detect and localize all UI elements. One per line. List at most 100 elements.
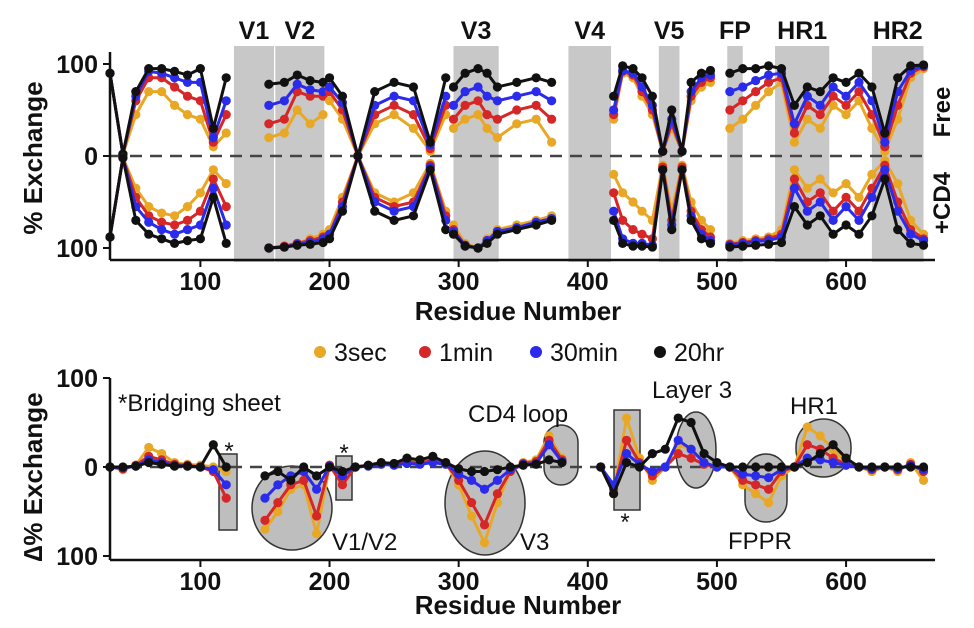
data-point-20hr-free xyxy=(531,73,541,83)
annotation-cd4-loop: CD4 loop xyxy=(468,401,568,428)
delta-point-30min xyxy=(208,465,218,475)
delta-point-1min xyxy=(312,511,322,521)
data-point-20hr-cd4 xyxy=(337,206,348,216)
data-point-3sec-cd4 xyxy=(169,211,180,221)
delta-point-3sec xyxy=(273,506,283,517)
data-point-20hr-cd4 xyxy=(425,165,435,175)
data-point-1min-free xyxy=(763,77,774,87)
data-point-30min-free xyxy=(547,96,557,106)
delta-point-20hr xyxy=(221,462,231,472)
delta-line-30min-seg0 xyxy=(109,458,228,486)
delta-point-3sec xyxy=(260,524,270,534)
data-point-20hr-cd4 xyxy=(658,165,668,175)
data-point-20hr-cd4 xyxy=(637,241,647,251)
data-point-3sec-free xyxy=(221,128,231,138)
data-point-20hr-free xyxy=(686,77,696,87)
data-point-20hr-free xyxy=(482,68,492,78)
data-point-20hr-cd4 xyxy=(492,229,503,239)
delta-point-20hr xyxy=(763,462,774,472)
data-point-3sec-cd4 xyxy=(195,188,205,198)
delta-point-3sec xyxy=(763,498,774,508)
data-point-20hr-cd4 xyxy=(696,234,707,244)
data-point-20hr-free xyxy=(725,68,735,78)
data-point-1min-cd4 xyxy=(208,174,218,184)
data-point-20hr-free xyxy=(618,61,628,71)
series-line-20hr-cd4-seg5 xyxy=(729,173,924,249)
delta-point-20hr xyxy=(609,489,619,499)
data-point-20hr-cd4 xyxy=(441,225,451,235)
delta-point-20hr xyxy=(428,451,438,461)
data-point-1min-cd4 xyxy=(618,215,628,225)
legend-label-30min: 30min xyxy=(550,339,618,367)
data-point-20hr-cd4 xyxy=(686,215,696,225)
data-point-3sec-free xyxy=(305,119,315,129)
legend-label-20hr: 20hr xyxy=(674,339,724,367)
delta-point-20hr xyxy=(363,460,373,470)
delta-point-20hr xyxy=(596,462,606,472)
data-point-30min-cd4 xyxy=(157,225,167,235)
data-point-20hr-cd4 xyxy=(880,174,890,184)
data-point-3sec-cd4 xyxy=(705,225,716,235)
data-point-1min-free xyxy=(448,114,459,124)
data-point-1min-cd4 xyxy=(169,220,180,230)
data-point-3sec-free xyxy=(195,114,205,124)
data-point-20hr-free xyxy=(512,77,522,87)
variable-region-labels: V1 V2 V3 V4 V5 FP HR1 HR2 xyxy=(239,17,923,45)
data-point-3sec-free xyxy=(841,110,851,120)
delta-point-20hr xyxy=(131,461,141,471)
delta-point-20hr xyxy=(466,466,477,477)
delta-point-1min xyxy=(299,475,309,485)
delta-point-30min xyxy=(312,484,322,494)
data-point-30min-free xyxy=(441,91,451,101)
data-point-20hr-cd4 xyxy=(628,241,638,251)
delta-point-30min xyxy=(221,480,231,490)
delta-point-20hr xyxy=(531,459,541,469)
y-tick-label: 100 xyxy=(56,365,98,393)
series-line-3sec-free-seg5 xyxy=(728,67,925,155)
y-axis-title: ∆% Exchange xyxy=(18,392,48,561)
delta-point-3sec xyxy=(144,442,154,453)
delta-point-30min xyxy=(544,440,554,450)
data-point-30min-cd4 xyxy=(789,183,800,193)
legend: 3sec 1min 30min 20hr xyxy=(314,339,724,367)
delta-point-20hr xyxy=(893,462,903,472)
delta-point-30min xyxy=(492,475,503,485)
data-point-30min-free xyxy=(448,100,459,110)
y-tick-label: 100 xyxy=(56,235,98,263)
data-point-20hr-free xyxy=(208,123,218,133)
data-point-30min-free xyxy=(738,82,748,92)
data-point-30min-free xyxy=(815,100,825,110)
series-line-20hr-cd4-seg0 xyxy=(108,157,228,245)
delta-point-30min xyxy=(466,475,477,485)
data-point-20hr-cd4 xyxy=(460,241,470,251)
annotation-: * xyxy=(224,438,233,465)
delta-point-20hr xyxy=(118,462,128,472)
delta-point-20hr xyxy=(169,461,180,471)
data-point-20hr-cd4 xyxy=(789,202,800,212)
data-point-20hr-free xyxy=(918,60,929,70)
annotation-v3: V3 xyxy=(520,529,549,556)
data-point-30min-free xyxy=(482,91,492,101)
data-point-20hr-cd4 xyxy=(353,151,363,161)
delta-point-30min xyxy=(828,457,838,468)
data-point-30min-cd4 xyxy=(802,206,812,216)
annotation-: * xyxy=(620,509,629,536)
data-point-1min-free xyxy=(789,128,800,138)
data-point-20hr-cd4 xyxy=(854,229,864,239)
data-point-3sec-cd4 xyxy=(867,169,877,179)
data-point-30min-cd4 xyxy=(208,183,218,193)
region-band-v4 xyxy=(568,46,612,262)
data-point-20hr-free xyxy=(157,64,167,74)
data-point-20hr-cd4 xyxy=(408,211,419,221)
delta-point-1min xyxy=(686,453,696,463)
data-point-20hr-cd4 xyxy=(547,215,557,225)
data-point-3sec-free xyxy=(324,96,335,106)
data-point-20hr-free xyxy=(906,61,916,71)
data-point-1min-free xyxy=(751,87,761,97)
delta-point-20hr xyxy=(544,455,554,465)
annotation-v1-v2: V1/V2 xyxy=(332,529,397,556)
data-point-3sec-cd4 xyxy=(828,188,838,198)
annotation-: * xyxy=(339,440,348,467)
delta-point-20hr xyxy=(557,457,567,468)
data-point-3sec-free xyxy=(318,110,328,120)
